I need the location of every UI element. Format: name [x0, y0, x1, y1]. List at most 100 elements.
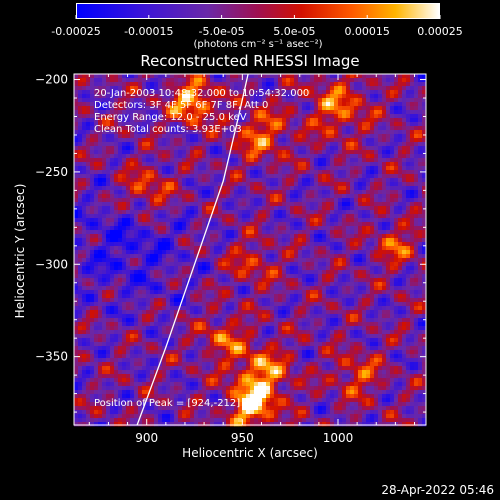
heatmap-cell: [418, 118, 423, 123]
heatmap-cell: [310, 234, 315, 239]
heatmap-cell: [178, 86, 183, 91]
heatmap-cell: [94, 122, 99, 127]
heatmap-cell: [326, 146, 331, 151]
heatmap-cell: [394, 158, 399, 163]
heatmap-cell: [382, 230, 387, 235]
heatmap-cell: [422, 138, 427, 143]
heatmap-cell: [390, 162, 395, 167]
heatmap-cell: [154, 90, 159, 95]
heatmap-cell: [82, 186, 87, 191]
heatmap-cell: [190, 234, 195, 239]
heatmap-cell: [258, 150, 263, 155]
heatmap-cell: [122, 274, 127, 279]
heatmap-cell: [182, 282, 187, 287]
heatmap-cell: [418, 102, 423, 107]
heatmap-cell: [382, 226, 387, 231]
heatmap-cell: [158, 274, 163, 279]
heatmap-cell: [110, 190, 115, 195]
heatmap-cell: [150, 266, 155, 271]
heatmap-cell: [334, 182, 339, 187]
heatmap-cell: [178, 118, 183, 123]
heatmap-cell: [186, 122, 191, 127]
heatmap-cell: [318, 266, 323, 271]
heatmap-cell: [110, 290, 115, 295]
heatmap-cell: [330, 158, 335, 163]
colorbar-ticks: -0.00025 -0.00015 -5.0e-05 5.0e-05 0.00015 0.…: [51, 15, 463, 38]
heatmap-cell: [406, 74, 411, 79]
heatmap-cell: [394, 250, 399, 255]
heatmap-cell: [186, 286, 191, 291]
heatmap-cell: [250, 266, 255, 271]
heatmap-cell: [326, 198, 331, 203]
heatmap-cell: [194, 286, 199, 291]
heatmap-cell: [182, 74, 187, 79]
heatmap-cell: [94, 90, 99, 95]
heatmap-cell: [222, 246, 227, 251]
heatmap-cell: [270, 106, 275, 111]
heatmap-cell: [298, 186, 303, 191]
heatmap-cell: [186, 130, 191, 135]
heatmap-cell: [338, 206, 343, 211]
heatmap-cell: [374, 106, 379, 111]
heatmap-cell: [402, 174, 407, 179]
heatmap-cell: [158, 294, 163, 299]
heatmap-cell: [90, 94, 95, 99]
heatmap-cell: [422, 174, 427, 179]
heatmap-cell: [362, 174, 367, 179]
heatmap-cell: [358, 190, 363, 195]
heatmap-cell: [338, 94, 343, 99]
heatmap-cell: [254, 102, 259, 107]
heatmap-cell: [126, 226, 131, 231]
heatmap-cell: [306, 190, 311, 195]
heatmap-cell: [210, 242, 215, 247]
heatmap-cell: [410, 74, 415, 79]
heatmap-cell: [86, 186, 91, 191]
heatmap-cell: [110, 294, 115, 299]
heatmap-cell: [322, 78, 327, 83]
heatmap-cell: [226, 230, 231, 235]
heatmap-cell: [406, 222, 411, 227]
heatmap-cell: [298, 106, 303, 111]
heatmap-cell: [422, 210, 427, 215]
heatmap-cell: [354, 126, 359, 131]
heatmap-cell: [146, 166, 151, 171]
heatmap-cell: [110, 154, 115, 159]
heatmap-cell: [86, 94, 91, 99]
heatmap-cell: [170, 254, 175, 259]
heatmap-cell: [310, 254, 315, 259]
heatmap-cell: [414, 262, 419, 267]
heatmap-cell: [386, 126, 391, 131]
heatmap-cell: [170, 222, 175, 227]
heatmap-cell: [186, 174, 191, 179]
heatmap-cell: [274, 82, 279, 87]
heatmap-cell: [170, 230, 175, 235]
heatmap-cell: [94, 170, 99, 175]
heatmap-cell: [322, 166, 327, 171]
heatmap-cell: [150, 278, 155, 283]
heatmap-cell: [90, 86, 95, 91]
heatmap-cell: [362, 78, 367, 83]
heatmap-cell: [402, 282, 407, 287]
heatmap-cell: [106, 298, 111, 303]
heatmap-cell: [314, 142, 319, 147]
heatmap-cell: [198, 226, 203, 231]
heatmap-cell: [182, 218, 187, 223]
heatmap-cell: [330, 118, 335, 123]
heatmap-cell: [214, 218, 219, 223]
heatmap-cell: [302, 166, 307, 171]
heatmap-cell: [302, 278, 307, 283]
heatmap-cell: [342, 214, 347, 219]
heatmap-cell: [130, 170, 135, 175]
heatmap-cell: [202, 250, 207, 255]
heatmap-cell: [134, 110, 139, 115]
heatmap-cell: [274, 286, 279, 291]
heatmap-cell: [382, 106, 387, 111]
heatmap-cell: [198, 198, 203, 203]
heatmap-cell: [386, 230, 391, 235]
heatmap-cell: [150, 142, 155, 147]
heatmap-cell: [218, 174, 223, 179]
heatmap-cell: [190, 110, 195, 115]
heatmap-cell: [422, 122, 427, 127]
heatmap-cell: [178, 210, 183, 215]
heatmap-cell: [230, 138, 235, 143]
